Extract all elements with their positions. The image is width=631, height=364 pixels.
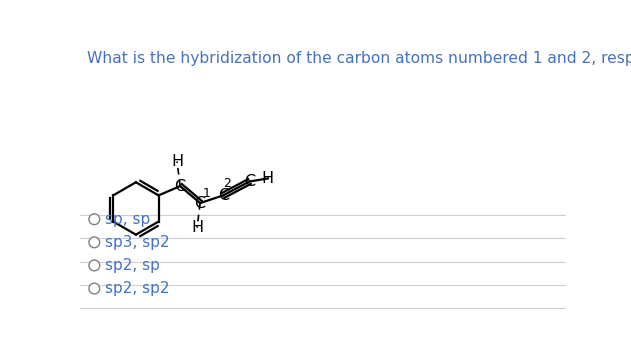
Text: C: C xyxy=(244,174,255,189)
Text: 2: 2 xyxy=(223,177,231,190)
Circle shape xyxy=(89,214,100,225)
Circle shape xyxy=(89,260,100,271)
Text: H: H xyxy=(171,154,183,169)
Text: C: C xyxy=(218,188,229,203)
Text: sp2, sp: sp2, sp xyxy=(105,258,160,273)
Text: C: C xyxy=(175,179,186,194)
Text: What is the hybridization of the carbon atoms numbered 1 and 2, respectively, in: What is the hybridization of the carbon … xyxy=(86,51,631,66)
Text: H: H xyxy=(262,171,274,186)
Text: H: H xyxy=(191,220,203,235)
Text: sp, sp: sp, sp xyxy=(105,212,150,227)
Text: sp3, sp2: sp3, sp2 xyxy=(105,235,170,250)
Text: sp2, sp2: sp2, sp2 xyxy=(105,281,170,296)
Circle shape xyxy=(89,283,100,294)
Text: C: C xyxy=(194,195,206,210)
Text: 1: 1 xyxy=(203,187,211,200)
Circle shape xyxy=(89,237,100,248)
